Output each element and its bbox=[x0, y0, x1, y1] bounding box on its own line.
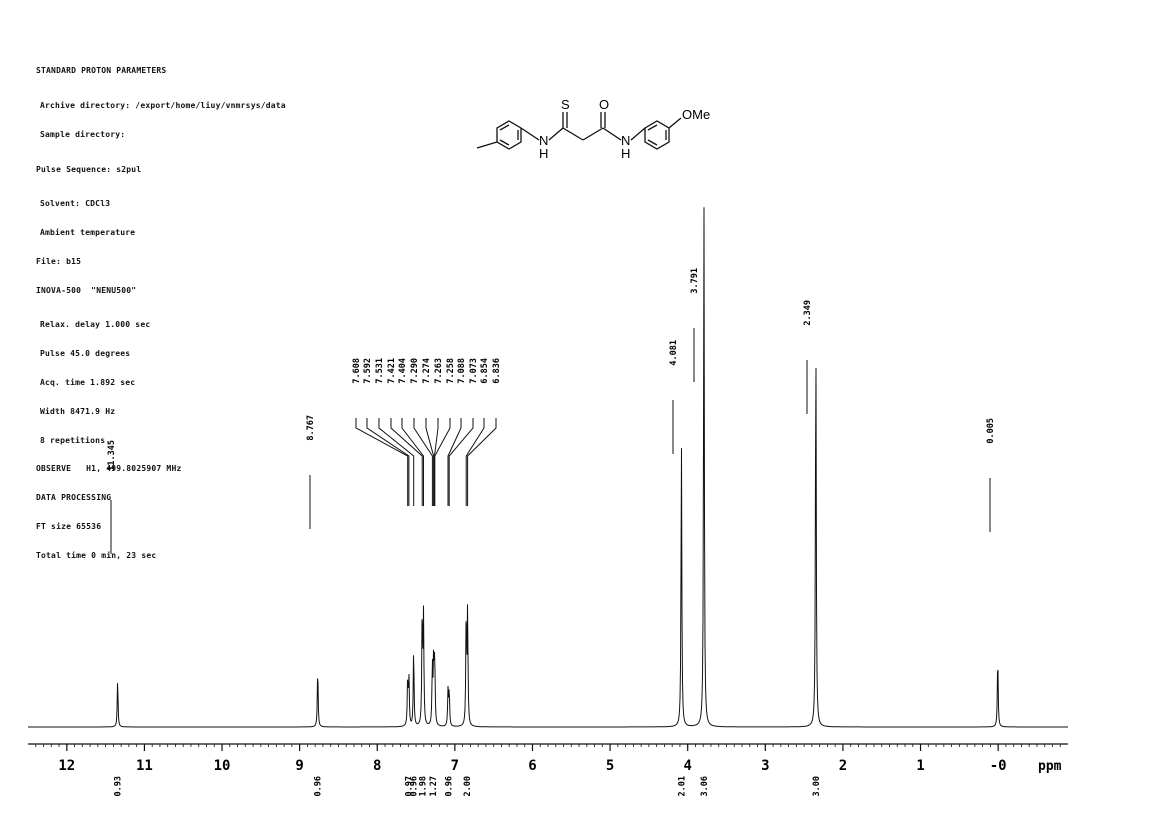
peak-leader-line bbox=[355, 418, 409, 506]
axis-tick-label: 11 bbox=[136, 758, 153, 774]
axis-tick-label: 7 bbox=[451, 758, 459, 774]
amine-n-left: N bbox=[539, 133, 548, 148]
integral-label: 0.96 bbox=[445, 776, 455, 796]
axis-tick-label: 6 bbox=[528, 758, 536, 774]
peak-leader-line bbox=[447, 418, 462, 506]
peak-label: 7.531 bbox=[375, 358, 385, 384]
integral-label: 3.00 bbox=[812, 776, 822, 796]
peak-label: 7.073 bbox=[469, 358, 479, 384]
peak-leader-line bbox=[378, 418, 415, 506]
param-repetitions: 8 repetitions bbox=[40, 435, 106, 445]
axis-tick-label: 5 bbox=[606, 758, 614, 774]
axis-tick-label: 1 bbox=[916, 758, 924, 774]
amide-h-right: H bbox=[621, 146, 630, 161]
axis-tick-label: 9 bbox=[295, 758, 303, 774]
peak-label: 7.404 bbox=[398, 358, 408, 384]
peak-leader-line bbox=[413, 418, 433, 506]
param-file: File: b15 bbox=[36, 256, 82, 266]
peak-label: 8.767 bbox=[306, 415, 316, 441]
integral-label: 1.98 bbox=[418, 776, 428, 796]
integral-label: 0.97 bbox=[404, 776, 414, 796]
peak-label: 7.421 bbox=[387, 358, 397, 384]
param-pulse: Pulse 45.0 degrees bbox=[40, 349, 131, 359]
param-observe: OBSERVE H1, 499.8025907 MHz bbox=[36, 464, 182, 474]
axis-tick-label: 2 bbox=[839, 758, 847, 774]
methoxy-label: OMe bbox=[682, 107, 710, 122]
axis-tick-label: 8 bbox=[373, 758, 381, 774]
peak-label: 7.290 bbox=[410, 358, 420, 384]
peak-label: 7.608 bbox=[352, 358, 362, 384]
peak-leader-line bbox=[425, 418, 435, 506]
peak-label: 2.349 bbox=[803, 300, 813, 326]
axis-tick-label: -0 bbox=[990, 758, 1007, 774]
oxygen-label: O bbox=[599, 97, 609, 112]
integral-label: 0.96 bbox=[410, 776, 420, 796]
param-acq-time: Acq. time 1.892 sec bbox=[40, 378, 136, 387]
peak-label: 3.791 bbox=[690, 268, 700, 294]
peak-leader-line bbox=[448, 418, 474, 506]
param-archive-directory: Archive directory: /export/home/liuy/vnm… bbox=[40, 100, 286, 110]
sulfur-label: S bbox=[561, 97, 570, 112]
peak-label: 7.258 bbox=[446, 358, 456, 384]
amide-n-right: N bbox=[621, 133, 630, 148]
param-width: Width 8471.9 Hz bbox=[40, 406, 116, 416]
peak-label: 6.854 bbox=[480, 358, 490, 384]
peak-label: 4.081 bbox=[669, 340, 679, 366]
peak-leader-line bbox=[465, 418, 485, 506]
integral-label: 3.06 bbox=[700, 776, 710, 796]
integral-label: 0.96 bbox=[314, 776, 324, 796]
param-temperature: Ambient temperature bbox=[40, 228, 136, 238]
integral-label: 1.27 bbox=[429, 776, 439, 796]
param-sample-directory: Sample directory: bbox=[40, 129, 126, 139]
axis-tick-label: 10 bbox=[214, 758, 231, 774]
peak-leader-line bbox=[434, 418, 451, 506]
axis-tick-label: 4 bbox=[683, 758, 691, 774]
param-total-time: Total time 0 min, 23 sec bbox=[36, 550, 157, 560]
amine-h-left: H bbox=[539, 146, 548, 161]
molecule-structure: S O OMe N H N H bbox=[476, 97, 710, 161]
peak-label: 7.592 bbox=[363, 358, 373, 384]
integral-label: 2.01 bbox=[677, 776, 687, 796]
param-relax-delay: Relax. delay 1.000 sec bbox=[40, 320, 151, 330]
param-solvent: Solvent: CDCl3 bbox=[40, 199, 111, 209]
peak-labels: 11.345 8.767 7.608 7.592 7.531 7.421 7.404 7.29… bbox=[107, 268, 996, 554]
peak-label: 6.836 bbox=[492, 358, 502, 384]
peak-leader-line bbox=[366, 418, 410, 506]
peak-label: 11.345 bbox=[107, 440, 117, 471]
peak-label: 7.088 bbox=[457, 358, 467, 384]
peak-leader-line bbox=[390, 418, 423, 506]
ppm-axis: 12 11 10 9 8 7 6 5 4 3 2 1 -0 bbox=[28, 743, 1068, 774]
peak-leader-line bbox=[467, 418, 497, 506]
peak-label: 0.005 bbox=[986, 418, 996, 444]
integral-labels: 0.93 0.96 0.970.961.98 1.27 0.96 2.00 2.01 3.06… bbox=[114, 776, 822, 796]
peak-label: 7.263 bbox=[434, 358, 444, 384]
peak-label: 7.274 bbox=[422, 358, 432, 384]
acquisition-parameters: STANDARD PROTON PARAMETERS Archive direc… bbox=[36, 47, 286, 570]
param-instrument: INOVA-500 "NENU500" bbox=[36, 285, 137, 295]
param-pulse-sequence: Pulse Sequence: s2pul bbox=[36, 164, 142, 174]
peak-leader-line bbox=[401, 418, 424, 506]
param-title: STANDARD PROTON PARAMETERS bbox=[36, 66, 167, 76]
spectrum-trace bbox=[28, 207, 1068, 728]
spectrum-trace-group bbox=[28, 207, 1068, 728]
param-data-processing: DATA PROCESSING bbox=[36, 493, 112, 503]
integral-label: 2.00 bbox=[463, 776, 473, 796]
axis-tick-label: 12 bbox=[58, 758, 75, 774]
param-ft-size: FT size 65536 bbox=[36, 521, 102, 531]
axis-tick-label: 3 bbox=[761, 758, 769, 774]
x-axis-label: ppm bbox=[1038, 759, 1062, 774]
integral-label: 0.93 bbox=[114, 776, 124, 796]
